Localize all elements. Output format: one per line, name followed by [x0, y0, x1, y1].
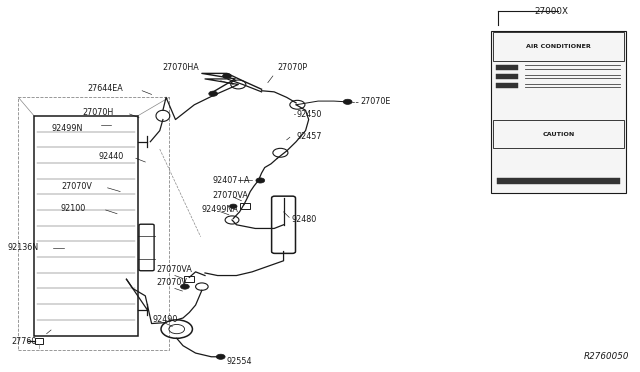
Text: 92136N: 92136N	[7, 243, 38, 252]
Bar	[493, 32, 624, 61]
Text: 27000X: 27000X	[535, 7, 569, 16]
Circle shape	[180, 284, 189, 289]
Bar	[184, 276, 195, 282]
Circle shape	[230, 204, 237, 209]
Bar	[34, 116, 138, 336]
Bar	[496, 83, 518, 88]
Bar	[491, 31, 626, 193]
Circle shape	[209, 91, 218, 96]
Text: 27760: 27760	[12, 337, 36, 346]
Circle shape	[223, 73, 232, 78]
Circle shape	[343, 99, 352, 105]
Bar	[496, 65, 518, 70]
Text: AIR CONDITIONER: AIR CONDITIONER	[526, 44, 591, 49]
Bar	[35, 338, 43, 344]
Text: 27644EA: 27644EA	[88, 84, 124, 93]
Text: 27070VA: 27070VA	[156, 266, 192, 275]
Bar	[239, 203, 250, 209]
Text: 92499N: 92499N	[51, 124, 83, 133]
Bar	[19, 97, 169, 350]
Text: 27070E: 27070E	[361, 97, 391, 106]
Text: 92407+A: 92407+A	[212, 176, 250, 185]
Text: 27070VA: 27070VA	[212, 191, 248, 200]
Text: 92440: 92440	[98, 152, 124, 161]
Bar	[496, 74, 518, 79]
Text: 92490: 92490	[152, 315, 177, 324]
Text: 27070P: 27070P	[277, 63, 307, 72]
Circle shape	[256, 178, 265, 183]
Text: 92457: 92457	[297, 132, 323, 141]
Bar	[493, 120, 624, 148]
Circle shape	[216, 354, 225, 359]
Bar	[497, 177, 620, 184]
Text: CAUTION: CAUTION	[542, 132, 575, 137]
Text: 27070HA: 27070HA	[162, 63, 198, 72]
Text: 92554: 92554	[227, 357, 253, 366]
Text: 92450: 92450	[296, 109, 321, 119]
Text: R2760050: R2760050	[584, 352, 629, 361]
Text: 92480: 92480	[292, 215, 317, 224]
Text: 27070V: 27070V	[61, 182, 92, 190]
Text: 27070H: 27070H	[83, 108, 114, 117]
Text: 92100: 92100	[60, 203, 86, 213]
Text: 27070V: 27070V	[156, 278, 187, 288]
Text: 92499NA: 92499NA	[202, 205, 239, 215]
